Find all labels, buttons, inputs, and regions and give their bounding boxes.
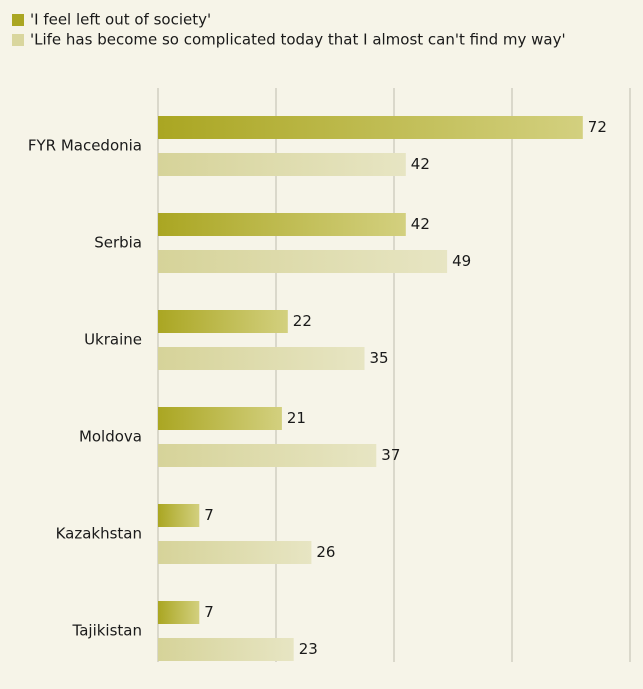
data-label: 7 [204,506,214,524]
data-label: 22 [293,312,312,330]
bar [158,347,365,370]
y-tick-label: Serbia [94,234,142,252]
data-label: 72 [588,118,607,136]
bar [158,444,377,467]
y-tick-label: Kazakhstan [56,525,142,543]
bar [158,213,406,236]
data-label: 42 [411,155,430,173]
y-tick-label: Moldova [79,428,142,446]
legend-label: 'Life has become so complicated today th… [30,31,566,49]
bar [158,638,294,661]
legend-swatch [12,14,24,26]
y-tick-label: FYR Macedonia [28,137,142,155]
data-label: 26 [316,543,335,561]
bar [158,541,312,564]
bar [158,153,406,176]
legend-label: 'I feel left out of society' [30,11,211,29]
data-label: 49 [452,252,471,270]
y-tick-label: Tajikistan [72,622,142,640]
bar [158,250,448,273]
bar [158,601,200,624]
data-label: 37 [381,446,400,464]
data-label: 35 [370,349,389,367]
data-label: 7 [204,603,214,621]
y-tick-label: Ukraine [84,331,142,349]
data-label: 23 [299,640,318,658]
bar [158,310,288,333]
bar [158,116,583,139]
bar [158,407,282,430]
data-label: 42 [411,215,430,233]
bar [158,504,200,527]
data-label: 21 [287,409,306,427]
legend-swatch [12,34,24,46]
